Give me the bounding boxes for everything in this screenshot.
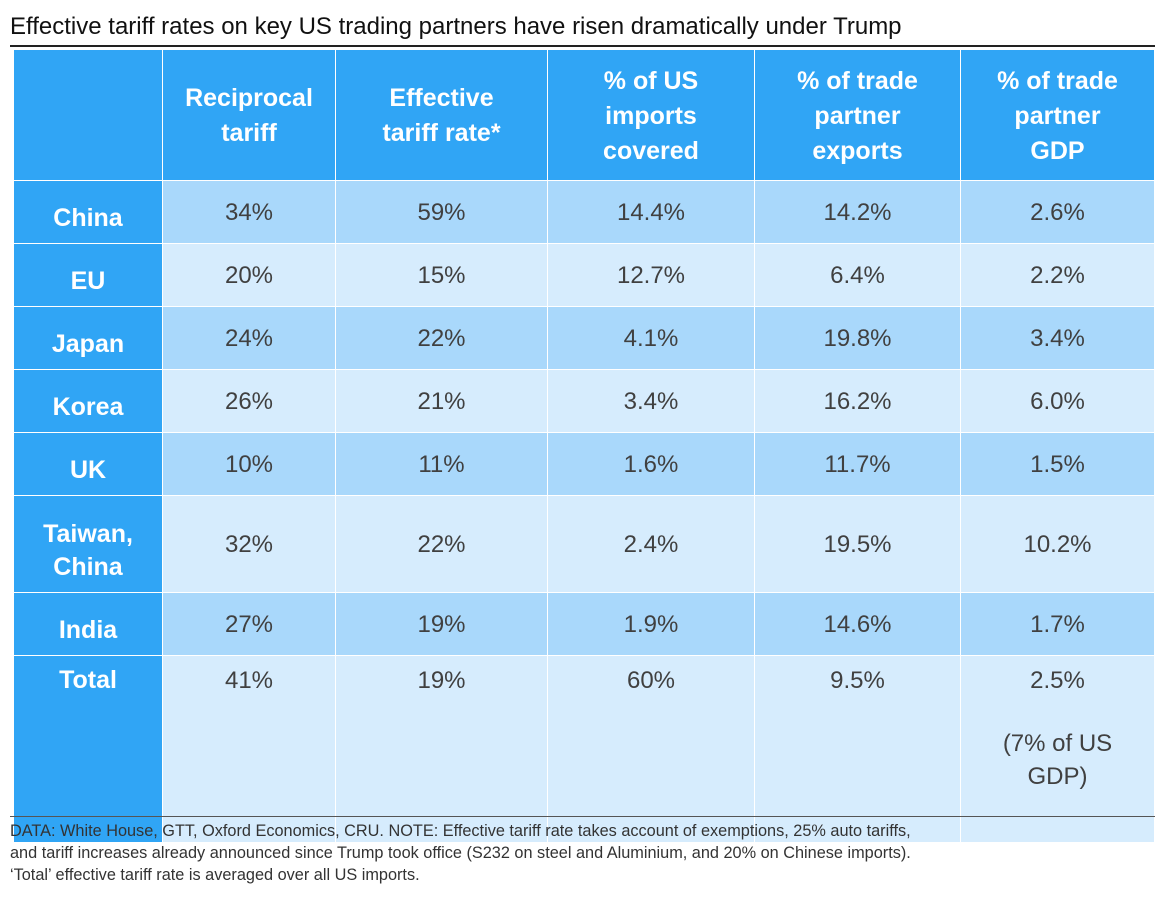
table-cell: 16.2% — [754, 369, 961, 433]
table-cell: 19.8% — [754, 306, 961, 370]
table-row-total: Total 41% 19% 60% 9.5% 2.5% (7% of US GD… — [13, 655, 1155, 843]
table-cell: 19% — [335, 592, 548, 656]
table-cell: 3.4% — [547, 369, 755, 433]
table-cell: 14.6% — [754, 592, 961, 656]
row-label-line: China — [53, 553, 123, 581]
table-cell: 2.6% — [960, 180, 1155, 244]
header-line: tariff rate* — [382, 119, 501, 147]
row-label-line: Taiwan, — [43, 520, 133, 548]
header-line: partner — [814, 101, 901, 130]
table-row-japan: Japan 24% 22% 4.1% 19.8% 3.4% — [13, 306, 1155, 370]
row-label: Japan — [13, 306, 163, 370]
table-cell: 20% — [162, 243, 336, 307]
table-cell: 59% — [335, 180, 548, 244]
table-cell: 24% — [162, 306, 336, 370]
table-cell: 11.7% — [754, 432, 961, 496]
table-cell: 22% — [335, 495, 548, 593]
table-cell: 1.5% — [960, 432, 1155, 496]
table-cell: 1.7% — [960, 592, 1155, 656]
note-line: GDP) — [1027, 763, 1088, 790]
table-cell: 34% — [162, 180, 336, 244]
header-line: % of trade — [797, 66, 918, 95]
footnote-divider — [10, 816, 1155, 817]
table-cell: 2.2% — [960, 243, 1155, 307]
table-row-china: China 34% 59% 14.4% 14.2% 2.6% — [13, 180, 1155, 244]
column-header-reciprocal-tariff: Reciprocal tariff — [162, 49, 336, 181]
table-cell: 12.7% — [547, 243, 755, 307]
row-label: India — [13, 592, 163, 656]
table-cell-note: (7% of US GDP) — [961, 727, 1154, 793]
table-cell: 4.1% — [547, 306, 755, 370]
column-header-partner-exports: % of trade partner exports — [754, 49, 961, 181]
footnote-line: and tariff increases already announced s… — [10, 844, 911, 862]
table-cell: 1.6% — [547, 432, 755, 496]
footnote: DATA: White House, GTT, Oxford Economics… — [10, 820, 1160, 886]
header-line: tariff — [221, 119, 277, 147]
header-line: imports — [605, 101, 697, 130]
table-cell: 22% — [335, 306, 548, 370]
table-cell: 32% — [162, 495, 336, 593]
table-cell-gdp-total: 2.5% (7% of US GDP) — [960, 655, 1155, 843]
table-row-uk: UK 10% 11% 1.6% 11.7% 1.5% — [13, 432, 1155, 496]
table-cell-value: 2.5% — [1030, 667, 1085, 694]
title-divider — [10, 45, 1155, 47]
header-line: exports — [812, 136, 903, 165]
table-row-korea: Korea 26% 21% 3.4% 16.2% 6.0% — [13, 369, 1155, 433]
header-line: % of trade — [997, 66, 1118, 95]
row-label: Korea — [13, 369, 163, 433]
footnote-line: ‘Total’ effective tariff rate is average… — [10, 866, 420, 884]
table-cell: 60% — [547, 655, 755, 843]
table-cell: 41% — [162, 655, 336, 843]
table-cell: 19% — [335, 655, 548, 843]
table-cell: 26% — [162, 369, 336, 433]
table-cell: 6.4% — [754, 243, 961, 307]
table-cell: 10% — [162, 432, 336, 496]
row-label: UK — [13, 432, 163, 496]
tariff-table: Reciprocal tariff Effective tariff rate*… — [13, 49, 1155, 843]
header-line: partner — [1014, 101, 1101, 130]
row-label: EU — [13, 243, 163, 307]
row-label: Taiwan, China — [13, 495, 163, 593]
header-corner — [13, 49, 163, 181]
column-header-us-imports-covered: % of US imports covered — [547, 49, 755, 181]
row-label: Total — [13, 655, 163, 843]
header-line: Reciprocal — [185, 84, 313, 112]
table-cell: 15% — [335, 243, 548, 307]
header-line: % of US — [603, 66, 699, 95]
table-cell: 14.4% — [547, 180, 755, 244]
table-cell: 1.9% — [547, 592, 755, 656]
page-title: Effective tariff rates on key US trading… — [10, 13, 902, 40]
header-row: Reciprocal tariff Effective tariff rate*… — [13, 49, 1155, 181]
table-cell: 27% — [162, 592, 336, 656]
row-label: China — [13, 180, 163, 244]
table-cell: 11% — [335, 432, 548, 496]
table-cell: 10.2% — [960, 495, 1155, 593]
column-header-effective-tariff-rate: Effective tariff rate* — [335, 49, 548, 181]
table-cell: 21% — [335, 369, 548, 433]
table-cell: 14.2% — [754, 180, 961, 244]
table-cell: 9.5% — [754, 655, 961, 843]
header-line: covered — [603, 136, 699, 165]
table-cell: 2.4% — [547, 495, 755, 593]
note-line: (7% of US — [1002, 730, 1113, 757]
table-row-india: India 27% 19% 1.9% 14.6% 1.7% — [13, 592, 1155, 656]
table-row-eu: EU 20% 15% 12.7% 6.4% 2.2% — [13, 243, 1155, 307]
footnote-line: DATA: White House, GTT, Oxford Economics… — [10, 822, 911, 840]
table-cell: 6.0% — [960, 369, 1155, 433]
header-line: Effective — [389, 84, 494, 112]
table-cell: 3.4% — [960, 306, 1155, 370]
header-line: GDP — [1030, 136, 1085, 165]
column-header-partner-gdp: % of trade partner GDP — [960, 49, 1155, 181]
table-row-taiwan-china: Taiwan, China 32% 22% 2.4% 19.5% 10.2% — [13, 495, 1155, 593]
table-cell: 19.5% — [754, 495, 961, 593]
